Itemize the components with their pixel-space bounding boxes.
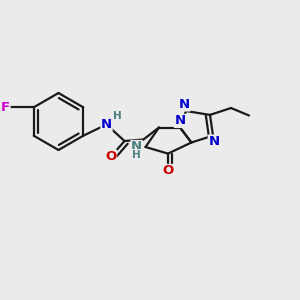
Text: H: H [132,149,141,160]
Text: H: H [112,111,122,121]
Text: N: N [174,114,186,128]
Text: O: O [105,150,117,163]
Text: N: N [208,135,220,148]
Text: N: N [101,118,112,131]
Text: F: F [1,101,10,114]
Text: O: O [162,164,174,178]
Text: N: N [179,98,190,111]
Text: N: N [131,140,142,154]
